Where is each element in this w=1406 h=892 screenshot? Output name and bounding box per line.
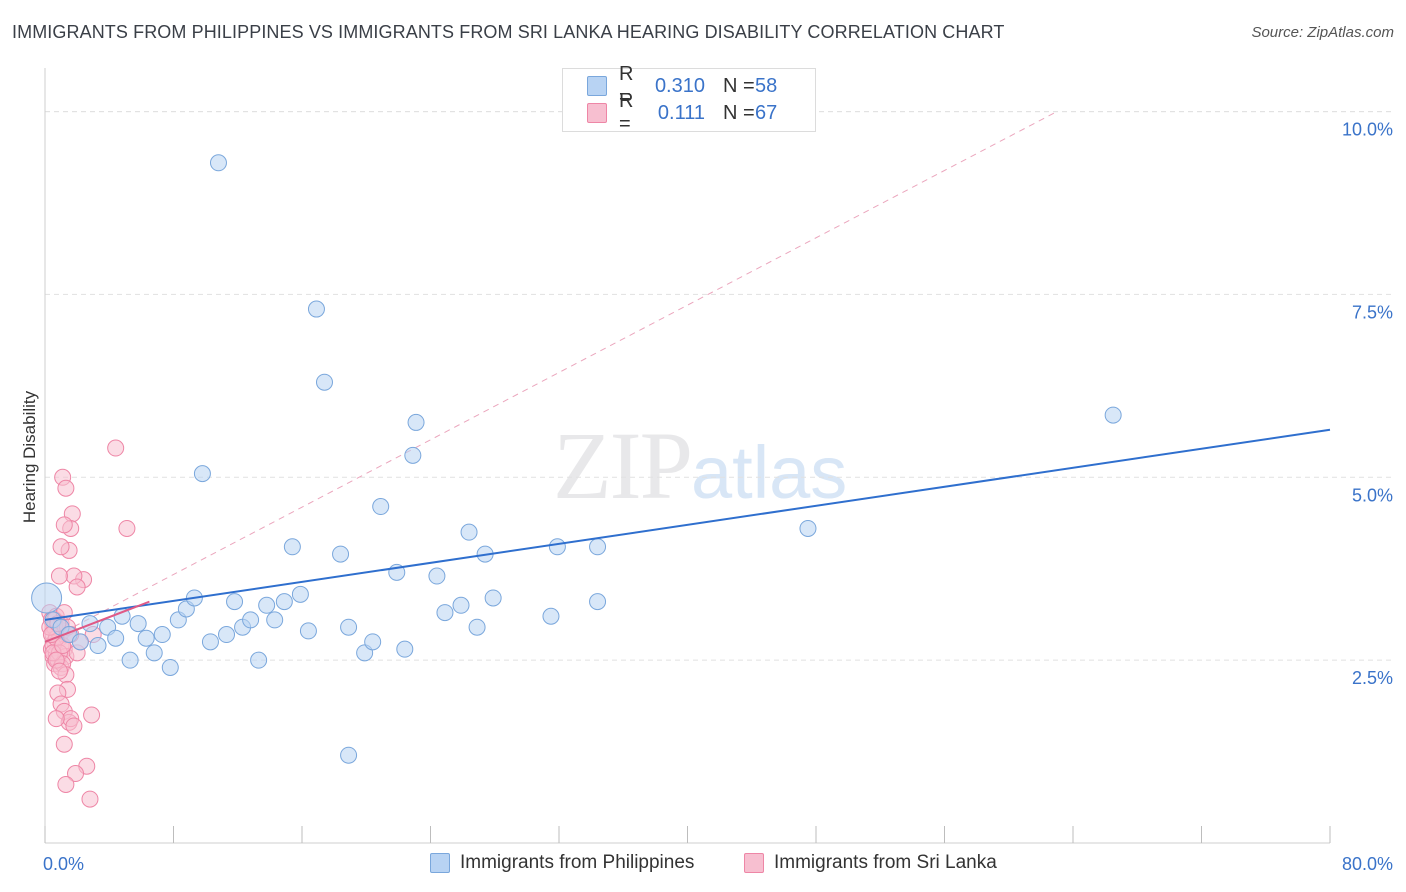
philippines-point [137, 629, 155, 647]
sri-lanka-point [47, 710, 65, 728]
philippines-point [266, 611, 284, 629]
legend-swatch-blue [587, 76, 607, 96]
philippines-point [299, 622, 317, 640]
source-label: Source: ZipAtlas.com [1251, 24, 1394, 41]
bottom-legend-label: Immigrants from Sri Lanka [774, 852, 997, 873]
philippines-point [291, 585, 309, 603]
philippines-point [161, 658, 179, 676]
philippines-point [452, 596, 470, 614]
sri-lanka-point [55, 516, 73, 534]
sri-lanka-point [118, 519, 136, 537]
x-tick-label: 80.0% [1342, 854, 1393, 874]
watermark-zip: ZIP [553, 412, 693, 519]
x-tick-label: 0.0% [43, 854, 84, 874]
philippines-point [89, 637, 107, 655]
legend-r-value: 0.111 [657, 101, 705, 124]
legend-n-label: N = [723, 74, 755, 97]
philippines-point [548, 538, 566, 556]
sri-lanka-point [57, 775, 75, 793]
philippines-point [209, 154, 227, 172]
bottom-legend-swatch-blue [430, 853, 450, 873]
y-tick-label: 7.5% [1352, 302, 1393, 322]
philippines-point [372, 498, 390, 516]
legend-swatch-pink [587, 103, 607, 123]
philippines-point [145, 644, 163, 662]
sri-lanka-point [57, 479, 75, 497]
legend-r-label: R = [619, 63, 634, 108]
philippines-point [484, 589, 502, 607]
y-tick-label: 5.0% [1352, 485, 1393, 505]
watermark: ZIPatlas [553, 410, 847, 521]
y-axis-label: Hearing Disability [20, 390, 39, 524]
legend-row-sri-lanka: R = 0.111 N = 67 [587, 90, 778, 135]
philippines-point [364, 633, 382, 651]
philippines-point [121, 651, 139, 669]
philippines-point [315, 373, 333, 391]
philippines-point [129, 615, 147, 633]
bottom-legend-label: Immigrants from Philippines [460, 852, 695, 873]
philippines-point [307, 300, 325, 318]
sri-lanka-trend-dashed [44, 111, 1058, 643]
y-tick-label: 10.0% [1342, 120, 1393, 140]
philippines-point [460, 523, 478, 541]
philippines-point [542, 607, 560, 625]
philippines-point [404, 446, 422, 464]
philippines-point [31, 582, 63, 614]
philippines-point [407, 413, 425, 431]
philippines-point [332, 545, 350, 563]
philippines-trend-line [44, 428, 1331, 621]
philippines-point [258, 596, 276, 614]
legend-r-label: R = [619, 90, 634, 135]
philippines-point [589, 538, 607, 556]
bottom-legend-philippines: Immigrants from Philippines [430, 852, 694, 874]
legend-n-value: 58 [755, 74, 778, 97]
philippines-point [153, 626, 171, 644]
legend-n-label: N = [723, 101, 755, 124]
sri-lanka-point [55, 735, 73, 753]
sri-lanka-point [83, 706, 101, 724]
philippines-point [1104, 406, 1122, 424]
legend-n-value: 67 [755, 101, 778, 124]
sri-lanka-point [52, 538, 70, 556]
sri-lanka-point [81, 790, 99, 808]
philippines-point [340, 746, 358, 764]
bottom-legend-swatch-pink [744, 853, 764, 873]
philippines-point [428, 567, 446, 585]
philippines-point [436, 604, 454, 622]
philippines-point [107, 629, 125, 647]
chart-title: IMMIGRANTS FROM PHILIPPINES VS IMMIGRANT… [12, 22, 1005, 42]
sri-lanka-point [65, 717, 83, 735]
legend-box: R = 0.310 N = 58 R = 0.111 N = 67 [562, 63, 816, 135]
philippines-point [275, 593, 293, 611]
philippines-point [396, 640, 414, 658]
philippines-point [218, 626, 236, 644]
philippines-point [226, 593, 244, 611]
sri-lanka-point [50, 662, 68, 680]
philippines-point [201, 633, 219, 651]
legend-r-value: 0.310 [654, 74, 705, 97]
sri-lanka-point [107, 439, 125, 457]
philippines-point [250, 651, 268, 669]
watermark-atlas: atlas [691, 431, 848, 514]
bottom-legend-sri-lanka: Immigrants from Sri Lanka [744, 852, 997, 874]
philippines-point [71, 633, 89, 651]
sri-lanka-point [67, 765, 85, 783]
philippines-point [242, 611, 260, 629]
philippines-point [340, 618, 358, 636]
sri-lanka-point [68, 578, 86, 596]
philippines-point [283, 538, 301, 556]
sri-lanka-point [50, 567, 68, 585]
philippines-point [589, 593, 607, 611]
philippines-point [468, 618, 486, 636]
legend-row-philippines: R = 0.310 N = 58 [587, 63, 778, 108]
philippines-point [193, 465, 211, 483]
philippines-point [799, 519, 817, 537]
sri-lanka-trend-line [44, 600, 150, 643]
y-tick-label: 2.5% [1352, 668, 1393, 688]
